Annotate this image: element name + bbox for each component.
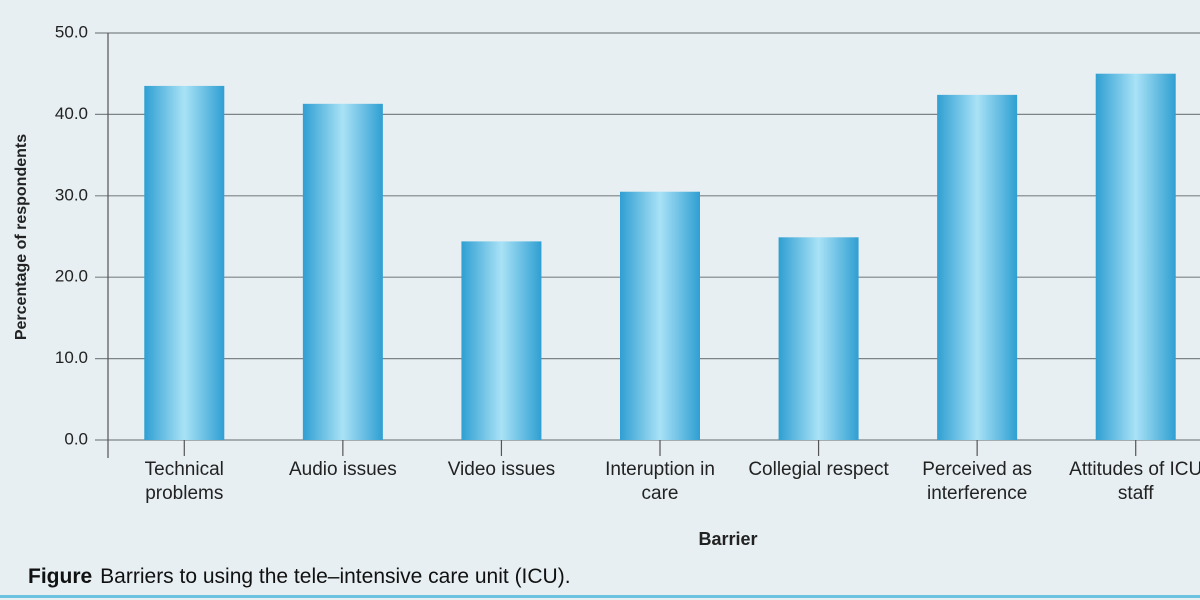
caption: Figure Barriers to using the tele–intensi… bbox=[28, 565, 571, 589]
y-tick-label: 20.0 bbox=[55, 267, 88, 286]
y-tick-label: 30.0 bbox=[55, 185, 88, 204]
x-tick-label: Audio issues bbox=[288, 459, 397, 480]
bar bbox=[461, 241, 542, 440]
x-tick-label: Interuption in care bbox=[605, 459, 715, 504]
bar bbox=[620, 191, 700, 440]
x-tick-label: Collegial respect bbox=[748, 459, 889, 480]
bar bbox=[1095, 73, 1176, 440]
y-tick-label: 0.0 bbox=[64, 429, 88, 448]
y-tick-label: 50.0 bbox=[55, 22, 88, 41]
y-tick-label: 10.0 bbox=[55, 348, 88, 367]
x-axis-label: Barrier bbox=[698, 529, 757, 549]
bar bbox=[144, 85, 225, 440]
x-tick-label: Technical problems bbox=[144, 459, 224, 504]
bar bbox=[937, 94, 1018, 440]
caption-text: Barriers to using the tele–intensive car… bbox=[100, 565, 571, 588]
caption-label: Figure bbox=[28, 565, 93, 588]
rule bbox=[0, 595, 1200, 598]
bar bbox=[778, 237, 859, 440]
x-tick-label: Perceived as interference bbox=[922, 459, 1033, 504]
x-tick-label: Video issues bbox=[447, 459, 556, 480]
bar bbox=[302, 103, 383, 441]
y-axis-label: Percentage of respondents bbox=[13, 134, 30, 340]
y-tick-label: 40.0 bbox=[55, 104, 88, 123]
x-tick-label: Attitudes of ICU staff bbox=[1069, 459, 1200, 504]
